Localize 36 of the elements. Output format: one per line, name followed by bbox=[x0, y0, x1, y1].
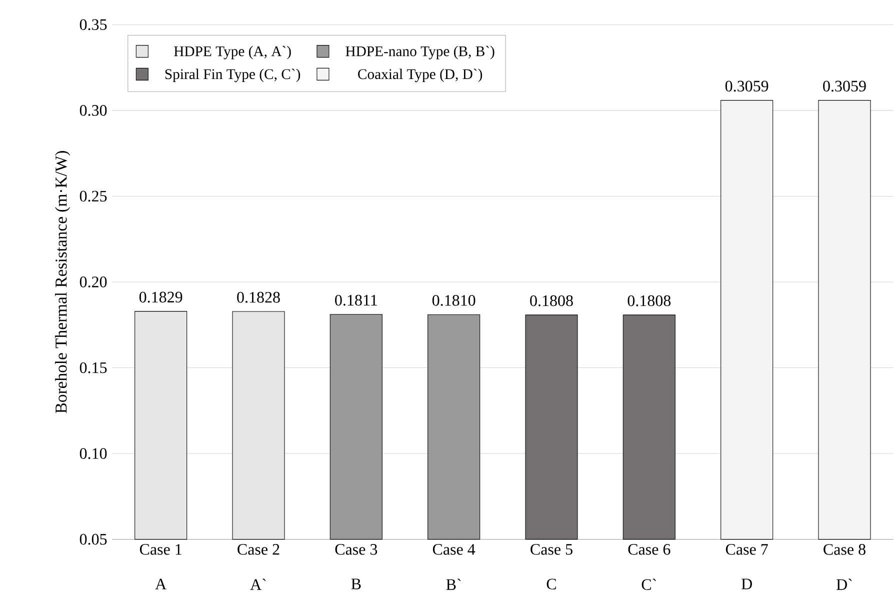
x-tick-label: Case 2 bbox=[238, 544, 280, 555]
text: B bbox=[351, 578, 361, 590]
y-tick-label: 0.25 bbox=[80, 190, 107, 202]
legend-label: HDPE Type (A, A`) bbox=[174, 46, 291, 60]
x-tick-label: Case 4 bbox=[432, 544, 476, 555]
y-tick-label: 0.20 bbox=[80, 276, 107, 288]
data-label: 0.1810 bbox=[432, 295, 476, 306]
data-label: 0.3059 bbox=[823, 80, 866, 92]
text: C bbox=[546, 578, 556, 590]
y-tick-label: 0.35 bbox=[80, 19, 107, 30]
text: C` bbox=[642, 578, 656, 590]
y-tick-label: 0.30 bbox=[80, 104, 107, 116]
text: B` bbox=[446, 578, 461, 590]
data-label: 0.1811 bbox=[335, 294, 377, 306]
data-label: 0.3059 bbox=[725, 80, 768, 92]
data-label: 0.1808 bbox=[530, 295, 573, 306]
legend-label: Coaxial Type (D, D`) bbox=[358, 68, 482, 82]
text: D bbox=[742, 578, 752, 590]
data-label: 0.1828 bbox=[237, 292, 280, 303]
legend-label: Spiral Fin Type (C, C`) bbox=[165, 68, 300, 82]
text: A bbox=[155, 578, 166, 590]
y-axis-title: Borehole Thermal Resistance (m·K/W) bbox=[55, 151, 70, 414]
x-tick-label: Case 8 bbox=[824, 544, 866, 555]
x-tick-label: Case 3 bbox=[335, 544, 378, 555]
data-label: 0.1829 bbox=[139, 292, 182, 303]
data-label: 0.1808 bbox=[628, 295, 671, 306]
y-tick-label: 0.10 bbox=[80, 448, 107, 459]
x-tick-label: Case 7 bbox=[726, 544, 768, 555]
x-tick-label: Case 6 bbox=[628, 544, 670, 555]
x-tick-label: Case 1 bbox=[140, 544, 182, 555]
text: A` bbox=[250, 578, 266, 590]
text: D` bbox=[836, 578, 852, 590]
y-tick-label: 0.05 bbox=[80, 534, 107, 545]
x-tick-label: Case 5 bbox=[530, 544, 572, 555]
y-tick-label: 0.15 bbox=[80, 362, 107, 374]
legend-label: HDPE-nano Type (B, B`) bbox=[346, 46, 494, 60]
